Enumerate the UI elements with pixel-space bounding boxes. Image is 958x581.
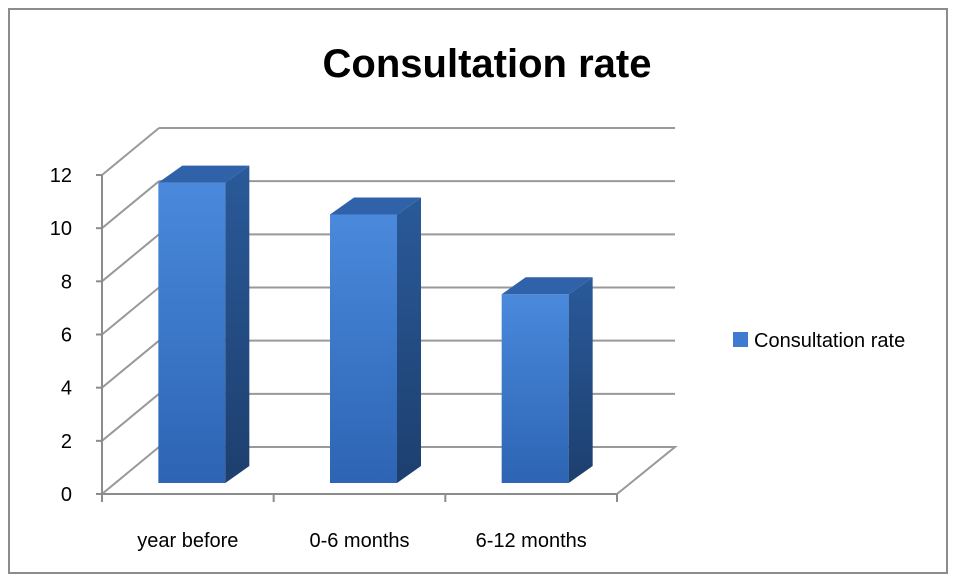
y-axis-ticks: 0 2 4 6 8 10 12 bbox=[50, 165, 72, 506]
side-wall-gridline bbox=[101, 233, 160, 283]
bar-front bbox=[158, 182, 226, 483]
y-tick-label: 2 bbox=[61, 431, 72, 453]
legend: Consultation rate bbox=[733, 330, 905, 352]
x-axis-ticks: year before 0-6 months 6-12 months bbox=[137, 530, 587, 552]
bar-front bbox=[501, 294, 569, 483]
x-tick-label: 6-12 months bbox=[476, 530, 587, 552]
bar-series bbox=[158, 165, 593, 483]
bar bbox=[501, 277, 593, 483]
bar-side bbox=[397, 197, 421, 483]
y-tick-label: 8 bbox=[61, 271, 72, 293]
side-wall-gridline bbox=[101, 339, 160, 389]
side-wall-gridline bbox=[101, 127, 160, 176]
bar-top bbox=[330, 197, 421, 215]
y-tick-label: 6 bbox=[61, 325, 72, 347]
legend-label: Consultation rate bbox=[754, 330, 905, 352]
y-tick-label: 10 bbox=[50, 218, 72, 240]
legend-swatch bbox=[733, 332, 748, 347]
bar bbox=[158, 165, 250, 483]
chart-axes bbox=[96, 174, 618, 502]
bar-top bbox=[158, 165, 250, 183]
side-wall-gridline bbox=[101, 393, 160, 442]
side-wall-gridline bbox=[101, 286, 160, 336]
bar-side bbox=[225, 165, 250, 483]
y-tick-label: 4 bbox=[61, 378, 72, 400]
bar-side bbox=[568, 277, 593, 483]
bar-top bbox=[501, 277, 593, 295]
bar-front bbox=[330, 214, 397, 483]
chart-title: Consultation rate bbox=[323, 42, 652, 86]
x-tick-label: 0-6 months bbox=[309, 530, 409, 552]
side-wall-gridline bbox=[101, 180, 160, 229]
bar bbox=[330, 197, 421, 483]
x-tick-label: year before bbox=[137, 530, 238, 552]
y-tick-label: 12 bbox=[50, 165, 72, 187]
y-tick-label: 0 bbox=[61, 484, 72, 506]
